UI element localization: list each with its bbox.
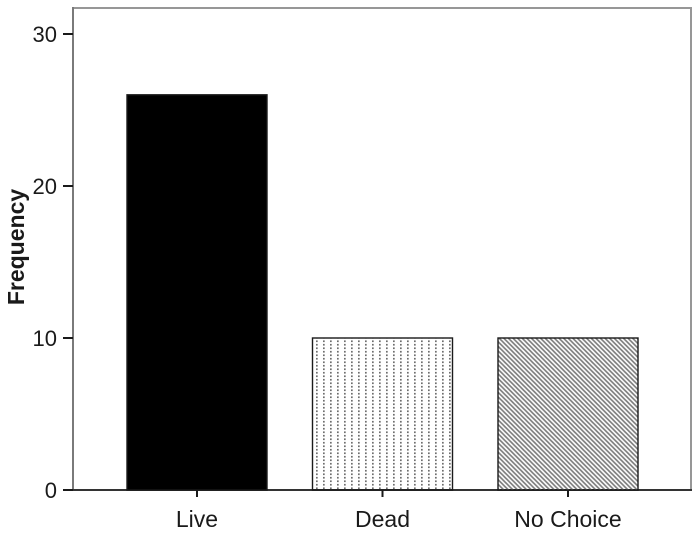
y-tick-label-0: 0 [45,478,57,503]
bars [126,94,639,491]
y-tick-label-20: 20 [33,174,57,199]
bar-no-choice [497,337,639,491]
y-tick-label-10: 10 [33,326,57,351]
x-axis-labels: Live Dead No Choice [176,506,622,532]
x-label-live: Live [176,506,218,532]
x-axis-ticks [196,490,569,497]
x-label-dead: Dead [355,506,410,532]
y-axis-ticks [63,33,73,491]
x-label-no-choice: No Choice [514,506,621,532]
y-axis-title: Frequency [3,189,29,306]
y-tick-label-30: 30 [33,22,57,47]
y-axis-tick-labels: 0 10 20 30 [33,22,57,503]
bar-live [126,94,268,491]
bar-dead [311,337,454,491]
